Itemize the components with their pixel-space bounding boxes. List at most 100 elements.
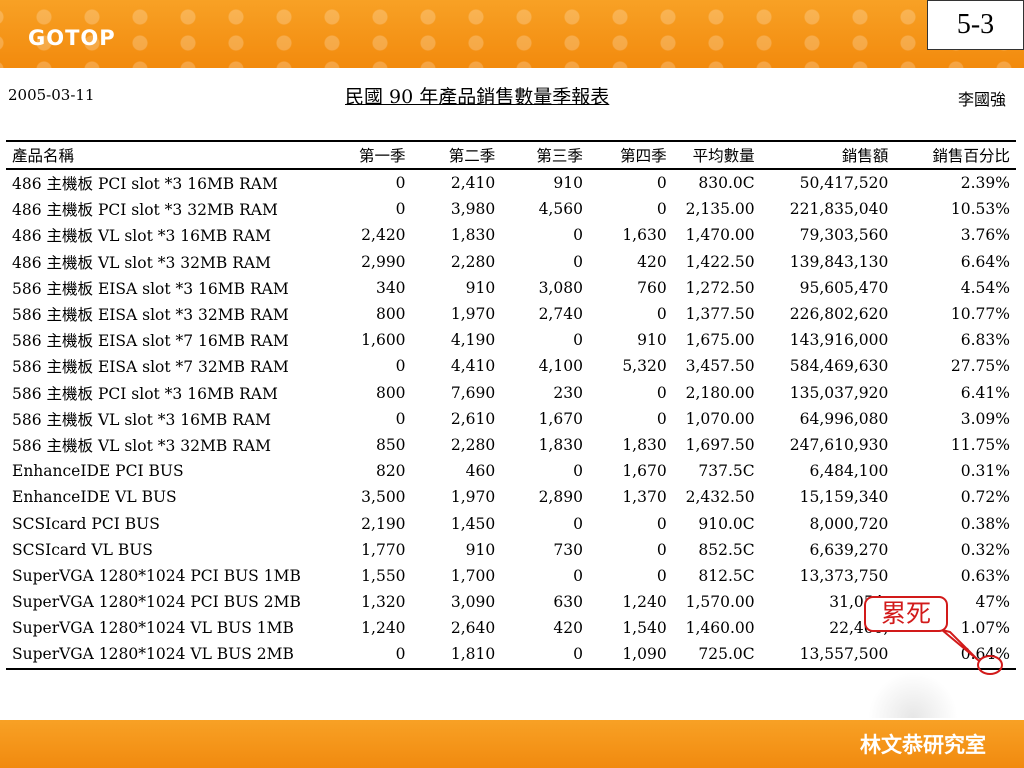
cell-q4: 1,370 [622, 488, 667, 507]
cell-sales: 143,916,000 [789, 331, 889, 350]
cell-q3: 2,740 [538, 305, 583, 324]
cell-q4: 1,670 [622, 462, 667, 481]
cell-q4: 420 [637, 252, 667, 271]
cell-product: 586 主機板 EISA slot *3 16MB RAM [12, 279, 289, 298]
cell-q2: 4,410 [450, 357, 496, 376]
cell-average: 1,675.00 [685, 331, 755, 350]
cell-q4: 0 [656, 409, 667, 428]
cell-q3: 420 [553, 619, 583, 638]
gotop-logo: GOTOP [28, 26, 116, 50]
cell-sales: 135,037,920 [789, 383, 889, 402]
cell-q4: 1,240 [622, 593, 667, 612]
cell-q1: 1,320 [361, 593, 406, 612]
cell-product: SuperVGA 1280*1024 PCI BUS 1MB [12, 566, 301, 585]
cell-product: SCSIcard VL BUS [12, 540, 153, 559]
cell-q2: 7,690 [450, 383, 496, 402]
column-header-percent: 銷售百分比 [894, 141, 1016, 170]
header-pattern [0, 0, 1024, 68]
cell-product: 586 主機板 EISA slot *3 32MB RAM [12, 306, 289, 325]
table-row: 586 主機板 EISA slot *3 16MB RAM 340 910 3,080… [6, 275, 1016, 301]
cell-q3: 4,100 [538, 357, 583, 376]
cell-q3: 0 [573, 331, 583, 350]
cell-q2: 1,450 [450, 514, 496, 533]
cell-average: 737.5C [698, 462, 755, 481]
cell-percent: 0.32% [960, 540, 1010, 559]
cell-sales: 64,996,080 [799, 409, 889, 428]
cell-sales: 584,469,630 [789, 357, 889, 376]
cell-sales: 15,159,340 [799, 488, 889, 507]
cell-q1: 3,500 [361, 488, 406, 507]
table-header-row: 產品名稱 第一季 第二季 第三季 第四季 平均數量 銷售額 銷售百分比 [6, 141, 1016, 170]
cell-q1: 0 [395, 200, 406, 219]
cell-product: EnhanceIDE PCI BUS [12, 462, 184, 481]
cell-q4: 0 [656, 174, 667, 193]
cell-q1: 800 [375, 305, 406, 324]
cell-q1: 1,550 [361, 566, 406, 585]
table-row: 586 主機板 EISA slot *7 32MB RAM 0 4,410 4,100… [6, 353, 1016, 379]
cell-q4: 760 [637, 278, 667, 297]
cell-average: 1,470.00 [685, 226, 755, 245]
cell-q4: 0 [656, 566, 667, 585]
cell-q2: 1,810 [411, 641, 502, 670]
cell-product: SuperVGA 1280*1024 VL BUS 2MB [6, 641, 348, 670]
cell-percent: 6.64% [960, 252, 1010, 271]
cell-percent: 3.76% [960, 226, 1010, 245]
table-row: EnhanceIDE PCI BUS 820 460 0 1,670 737.5C 6,48… [6, 458, 1016, 484]
cell-q1: 0 [347, 641, 412, 670]
cell-percent: 0.31% [960, 462, 1010, 481]
cell-q1: 1,240 [361, 619, 406, 638]
cell-product: 486 主機板 VL slot *3 16MB RAM [12, 227, 271, 246]
cell-product: 586 主機板 VL slot *3 16MB RAM [12, 410, 271, 429]
column-header-sales: 銷售額 [760, 141, 895, 170]
cell-average: 812.5C [698, 566, 755, 585]
cell-sales: 13,373,750 [799, 566, 889, 585]
cell-average: 1,697.50 [685, 435, 755, 454]
decorative-ellipse [868, 672, 958, 718]
cell-q2: 3,090 [450, 593, 496, 612]
cell-q4: 0 [656, 514, 667, 533]
cell-q3: 630 [553, 593, 583, 612]
cell-q2: 2,610 [450, 409, 496, 428]
cell-q1: 2,420 [361, 226, 406, 245]
table-row: 486 主機板 PCI slot *3 16MB RAM 0 2,410 910 0 83… [6, 169, 1016, 196]
cell-q1: 1,600 [361, 331, 406, 350]
cell-q4: 0 [656, 540, 667, 559]
cell-percent: 6.83% [960, 331, 1010, 350]
cell-average: 1,422.50 [685, 252, 755, 271]
cell-q2: 460 [465, 462, 496, 481]
column-header-q1: 第一季 [347, 141, 412, 170]
cell-q2: 2,410 [450, 174, 496, 193]
cell-product: SCSIcard PCI BUS [12, 514, 160, 533]
cell-q4: 910 [637, 331, 667, 350]
cell-q3: 0 [573, 566, 583, 585]
cell-q1: 2,990 [361, 252, 406, 271]
cell-average: 2,135.00 [685, 200, 755, 219]
cell-sales: 6,639,270 [809, 540, 889, 559]
table-row: SCSIcard PCI BUS 2,190 1,450 0 0 910.0C 8,000,… [6, 510, 1016, 536]
cell-average: 725.0C [672, 641, 761, 670]
cell-product: 486 主機板 PCI slot *3 32MB RAM [12, 201, 278, 220]
cell-q4: 1,630 [622, 226, 667, 245]
column-header-q4: 第四季 [588, 141, 673, 170]
cell-q3: 910 [553, 174, 583, 193]
cell-q2: 1,970 [450, 305, 496, 324]
cell-percent: 10.53% [950, 200, 1010, 219]
annotation-circle [977, 655, 1003, 675]
column-header-average: 平均數量 [672, 141, 761, 170]
report-title: 民國 90 年產品銷售數量季報表 [345, 86, 610, 108]
cell-sales: 50,417,520 [799, 174, 889, 193]
slide-number: 5-3 [927, 0, 1024, 50]
cell-q2: 3,980 [450, 200, 496, 219]
cell-q3: 1,670 [538, 409, 583, 428]
cell-q3: 2,890 [538, 488, 583, 507]
callout-pointer [941, 629, 979, 661]
cell-q2: 910 [465, 278, 496, 297]
cell-sales: 6,484,100 [809, 462, 889, 481]
cell-q1: 0 [395, 357, 406, 376]
cell-product: 586 主機板 EISA slot *7 32MB RAM [12, 358, 289, 377]
table-row: SuperVGA 1280*1024 PCI BUS 2MB 1,320 3,090… [6, 589, 1016, 615]
table-row: SuperVGA 1280*1024 PCI BUS 1MB 1,550 1,700… [6, 563, 1016, 589]
cell-percent: 4.54% [960, 278, 1010, 297]
cell-product: SuperVGA 1280*1024 PCI BUS 2MB [12, 593, 301, 612]
cell-q3: 0 [573, 226, 583, 245]
